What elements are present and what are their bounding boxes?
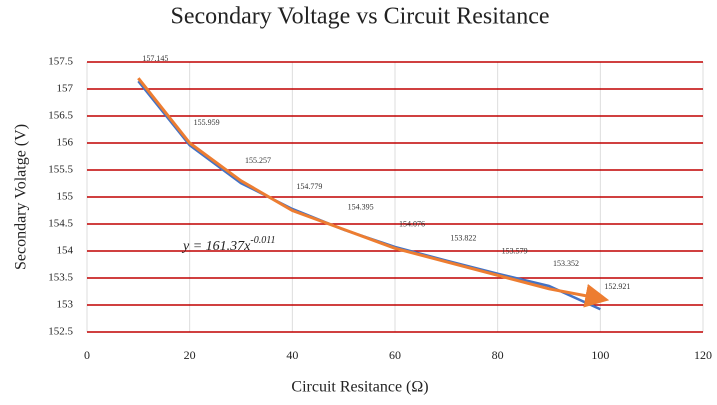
x-tick-label: 100 [591,348,609,362]
x-tick-label: 20 [184,348,196,362]
y-tick-label: 157.5 [48,56,73,68]
data-label: 152.921 [604,282,630,291]
y-tick-label: 152.5 [48,326,73,338]
chart-title: Secondary Voltage vs Circuit Resitance [170,4,549,30]
y-tick-label: 155 [57,191,74,203]
equation-exponent: -0.011 [250,235,275,246]
x-tick-label: 40 [286,348,298,362]
data-label: 155.257 [245,156,271,165]
y-tick-label: 157 [57,83,74,95]
x-tick-label: 80 [492,348,504,362]
y-tick-label: 155.5 [48,164,73,176]
x-tick-label: 60 [389,348,401,362]
y-tick-label: 156 [57,137,74,149]
y-tick-label: 153 [57,299,74,311]
data-label: 154.395 [348,202,374,211]
data-label: 154.076 [399,220,425,229]
y-axis-label: Secondary Volatge (V) [13,124,30,270]
y-tick-label: 154.5 [48,218,73,230]
data-label: 153.579 [502,247,528,256]
data-label: 153.352 [553,259,579,268]
equation: y = 161.37x-0.011 [181,235,275,254]
x-tick-label: 120 [694,348,712,362]
data-label: 155.959 [194,118,220,127]
y-tick-label: 156.5 [48,110,73,122]
x-tick-label: 0 [84,348,90,362]
y-tick-label: 154 [57,245,74,257]
series-line [137,77,610,308]
y-tick-label: 153.5 [48,272,73,284]
data-label: 157.145 [142,54,168,63]
x-axis-label: Circuit Resitance (Ω) [291,379,428,396]
equation-base: y = 161.37x [181,239,251,254]
data-label: 153.822 [450,233,476,242]
data-label: 154.779 [296,182,322,191]
